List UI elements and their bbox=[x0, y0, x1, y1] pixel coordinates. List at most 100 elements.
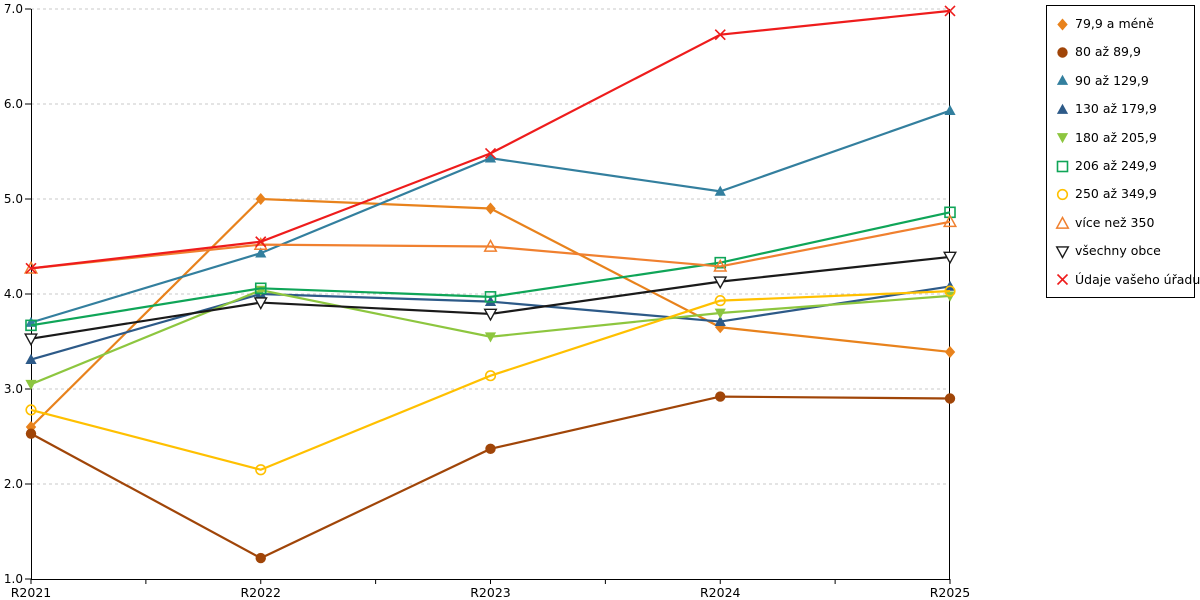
legend-item-4: 180 až 205,9 bbox=[1055, 127, 1188, 149]
data-point-marker bbox=[944, 393, 956, 404]
data-point-marker bbox=[714, 256, 727, 269]
y-tick-label: 6.0 bbox=[4, 97, 23, 111]
data-point-marker bbox=[24, 333, 38, 347]
data-point-marker bbox=[254, 282, 267, 295]
legend-label: 250 až 349,9 bbox=[1075, 186, 1157, 202]
data-point-marker bbox=[484, 295, 497, 306]
data-point-marker bbox=[255, 193, 266, 205]
legend-marker-icon bbox=[1056, 133, 1069, 144]
legend-marker-icon bbox=[1056, 189, 1069, 201]
legend-marker-icon bbox=[1056, 160, 1069, 172]
legend-marker-icon bbox=[1057, 47, 1068, 58]
series-0 bbox=[25, 193, 956, 433]
data-point-marker bbox=[1057, 18, 1068, 30]
y-tick-label: 2.0 bbox=[4, 477, 23, 491]
data-point-marker bbox=[25, 379, 37, 391]
y-tick-label: 4.0 bbox=[4, 287, 23, 301]
legend: 79,9 a méně 80 až 89,9 90 až 129,9 130 až 1… bbox=[1046, 5, 1200, 298]
data-point-marker bbox=[253, 297, 268, 311]
data-point-marker bbox=[484, 152, 497, 163]
series-6 bbox=[25, 285, 956, 476]
series-1 bbox=[25, 391, 956, 564]
y-tick-label: 3.0 bbox=[4, 382, 23, 396]
data-point-marker bbox=[1056, 133, 1069, 144]
legend-marker-icon bbox=[1057, 18, 1068, 30]
data-point-marker bbox=[944, 104, 956, 116]
data-point-marker bbox=[714, 185, 726, 196]
legend-label: 80 až 89,9 bbox=[1075, 44, 1141, 60]
series-line bbox=[30, 395, 951, 560]
legend-label: 206 až 249,9 bbox=[1075, 157, 1157, 173]
data-point-marker bbox=[25, 319, 37, 332]
legend-marker-icon bbox=[1055, 215, 1070, 229]
legend-label: více než 350 bbox=[1075, 214, 1155, 230]
legend-item-9: Údaje vašeho úřadu bbox=[1055, 269, 1200, 291]
x-tick-label: R2025 bbox=[930, 585, 971, 600]
data-point-marker bbox=[1057, 47, 1068, 58]
data-point-marker bbox=[484, 332, 497, 343]
y-tick-label: 7.0 bbox=[4, 2, 23, 16]
data-point-marker bbox=[1055, 215, 1070, 229]
data-point-marker bbox=[713, 276, 728, 290]
data-point-marker bbox=[484, 291, 497, 303]
series-line bbox=[30, 290, 951, 471]
data-point-marker bbox=[944, 5, 956, 17]
legend-marker-icon bbox=[1056, 75, 1069, 86]
legend-marker-icon bbox=[1056, 274, 1069, 286]
data-point-marker bbox=[255, 236, 267, 248]
data-point-marker bbox=[943, 251, 957, 265]
data-point-marker bbox=[944, 345, 956, 358]
data-point-marker bbox=[25, 404, 37, 416]
legend-item-2: 90 až 129,9 bbox=[1055, 70, 1188, 92]
data-point-marker bbox=[483, 238, 498, 252]
y-tick-label: 1.0 bbox=[4, 572, 23, 586]
data-point-marker bbox=[714, 308, 726, 319]
series-line bbox=[30, 9, 951, 270]
data-point-marker bbox=[713, 258, 728, 272]
legend-item-7: více než 350 bbox=[1055, 212, 1188, 234]
data-point-marker bbox=[1056, 103, 1069, 114]
data-point-marker bbox=[714, 295, 726, 307]
legend-marker-icon bbox=[1056, 103, 1069, 114]
x-tick-label: R2021 bbox=[11, 585, 52, 600]
data-point-marker bbox=[484, 147, 497, 159]
data-point-marker bbox=[1055, 246, 1070, 259]
series-line bbox=[30, 220, 951, 270]
x-tick-label: R2022 bbox=[241, 585, 282, 600]
data-point-marker bbox=[25, 262, 37, 274]
legend-label: 79,9 a méně bbox=[1075, 15, 1154, 31]
data-point-marker bbox=[25, 353, 37, 364]
y-tick-label: 5.0 bbox=[4, 192, 23, 206]
legend-label: 130 až 179,9 bbox=[1075, 101, 1157, 117]
legend-item-8: všechny obce bbox=[1055, 241, 1188, 263]
data-point-marker bbox=[714, 29, 726, 41]
series-7 bbox=[23, 214, 958, 274]
data-point-marker bbox=[1056, 189, 1069, 201]
data-point-marker bbox=[1056, 160, 1069, 172]
data-point-marker bbox=[255, 464, 267, 476]
legend-label: 90 až 129,9 bbox=[1075, 72, 1149, 88]
data-point-marker bbox=[484, 370, 497, 382]
data-point-marker bbox=[483, 308, 498, 322]
x-tick-label: R2024 bbox=[700, 585, 741, 600]
legend-label: 180 až 205,9 bbox=[1075, 129, 1157, 145]
data-point-marker bbox=[714, 315, 726, 326]
legend-item-6: 250 až 349,9 bbox=[1055, 184, 1188, 206]
data-point-marker bbox=[944, 285, 956, 297]
x-tick-label: R2023 bbox=[470, 585, 511, 600]
data-point-marker bbox=[1056, 274, 1069, 286]
data-point-marker bbox=[715, 391, 726, 402]
legend-item-3: 130 až 179,9 bbox=[1055, 98, 1188, 120]
legend-marker-icon bbox=[1055, 246, 1070, 259]
series-5 bbox=[25, 206, 956, 332]
data-point-marker bbox=[25, 428, 37, 439]
series-line bbox=[30, 211, 951, 327]
legend-item-0: 79,9 a méně bbox=[1055, 13, 1188, 35]
data-point-marker bbox=[942, 214, 958, 228]
legend-label: všechny obce bbox=[1075, 243, 1161, 259]
data-point-marker bbox=[485, 443, 496, 455]
data-point-marker bbox=[485, 202, 496, 215]
data-point-marker bbox=[255, 552, 266, 564]
series-8 bbox=[24, 251, 957, 347]
